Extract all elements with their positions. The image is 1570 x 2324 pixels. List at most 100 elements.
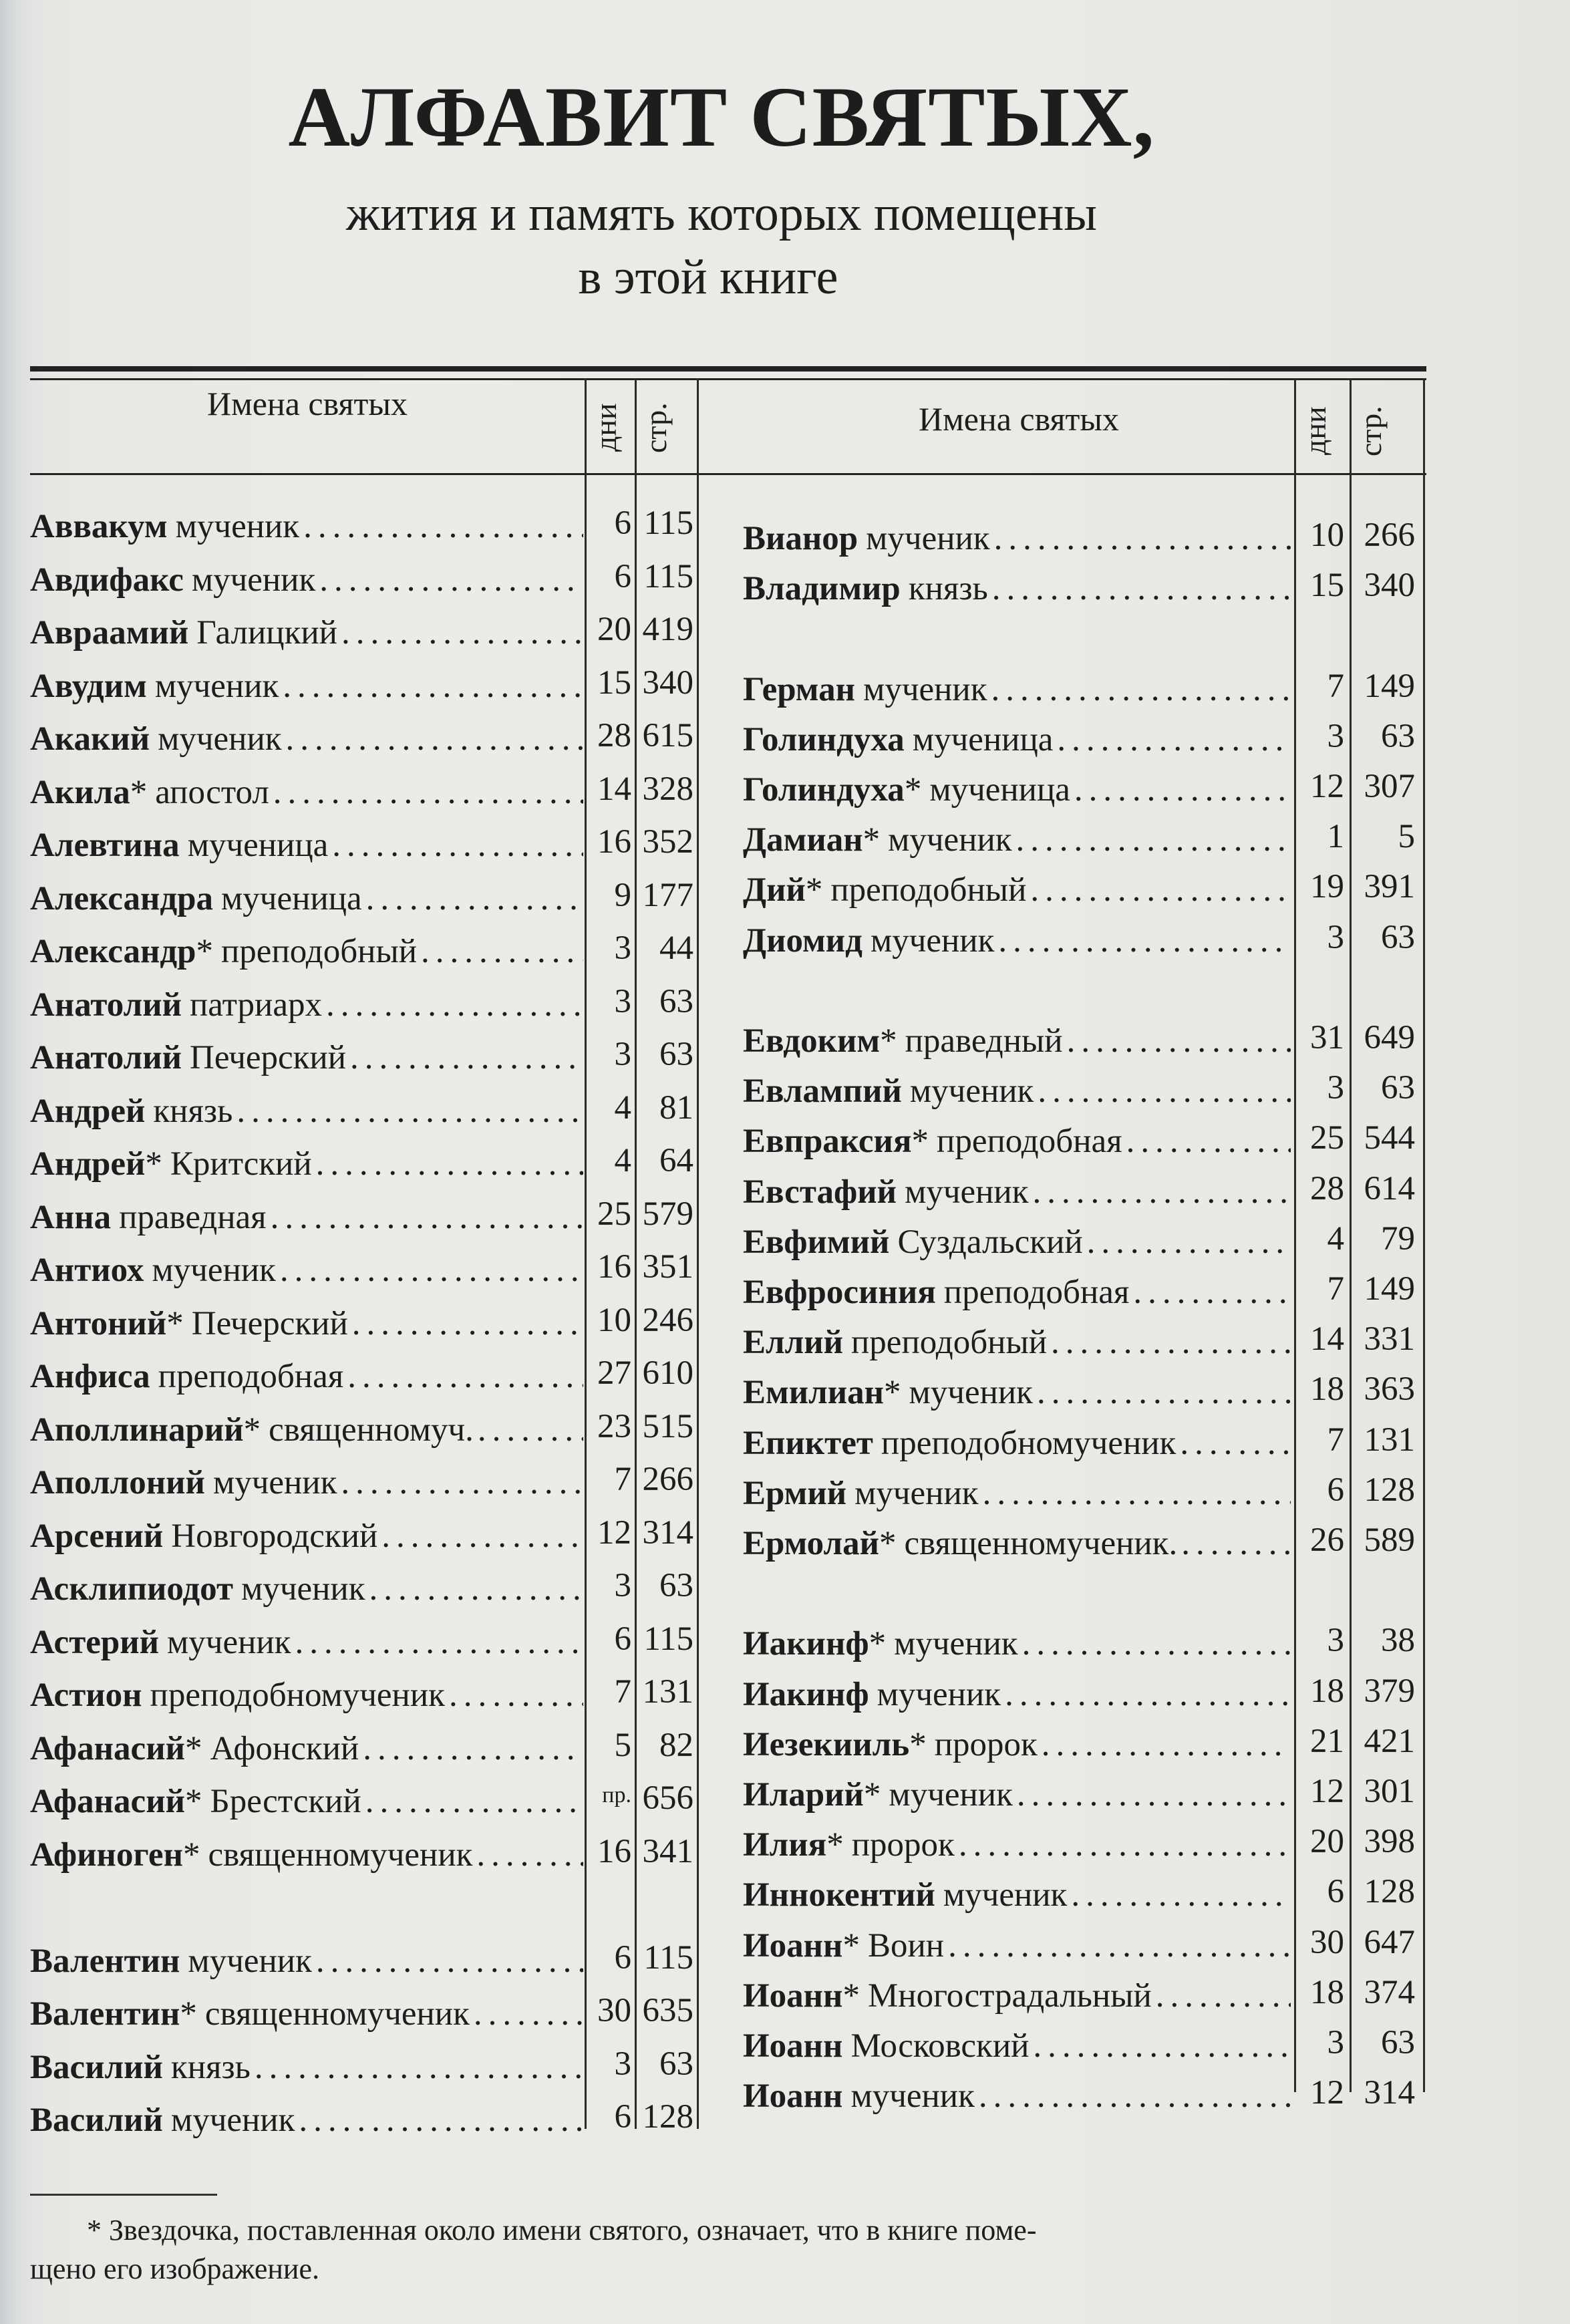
page-number: 352	[642, 823, 694, 861]
saint-entry: Иакинф*мученик..........................…	[743, 1618, 1291, 1669]
day-number: 4	[1327, 1219, 1345, 1258]
saint-title: мученик	[894, 1625, 1018, 1663]
saint-entry: Асклипиодотмученик......................…	[30, 1564, 583, 1614]
saint-title: мученик	[170, 2101, 295, 2139]
saint-title: Печерский	[191, 1304, 348, 1342]
saint-name: Астерий	[30, 1623, 160, 1661]
saint-name: Александр	[30, 933, 196, 970]
saint-entry: ЕвфимийСуздальский......................…	[743, 1217, 1291, 1268]
saint-name: Арсений	[30, 1517, 164, 1555]
day-number: 3	[614, 982, 632, 1020]
saint-title: священномученик	[204, 1995, 470, 2033]
illustration-asterisk: *	[166, 1304, 184, 1342]
dot-leader: ........................................…	[476, 1836, 583, 1874]
page-number: 419	[642, 611, 694, 648]
day-number: 25	[1310, 1119, 1344, 1157]
saint-name: Илия	[743, 1826, 827, 1864]
day-number: 19	[1310, 868, 1344, 906]
page-number: 544	[1364, 1119, 1416, 1157]
dot-leader: ........................................…	[237, 1092, 583, 1130]
page-number: 647	[1364, 1923, 1416, 1961]
day-number: 12	[1310, 768, 1344, 805]
saint-entry: Иларий*мученик..........................…	[743, 1769, 1291, 1820]
day-number: 28	[1310, 1169, 1344, 1207]
saint-entry: Антиохмученик...........................…	[30, 1245, 583, 1296]
saint-title: мученик	[212, 1464, 337, 1501]
dot-leader: ........................................…	[365, 879, 583, 917]
page-number: 391	[1364, 868, 1416, 906]
day-number: 4	[614, 1142, 632, 1179]
day-number: 26	[1310, 1521, 1344, 1559]
left-header-page: стр.	[639, 402, 673, 453]
page-number: 656	[642, 1779, 694, 1817]
illustration-asterisk: *	[243, 1411, 261, 1449]
dot-leader: ........................................…	[1036, 1374, 1291, 1412]
illustration-asterisk: *	[869, 1625, 887, 1663]
day-number: 3	[1327, 1069, 1345, 1107]
dot-leader: ........................................…	[1181, 1525, 1291, 1562]
saint-entry: Емилиан*мученик.........................…	[743, 1367, 1291, 1418]
saint-entry: Иоанн*Многострадальный..................…	[743, 1971, 1291, 2021]
dot-leader: ........................................…	[332, 827, 583, 864]
saint-name: Евфимий	[743, 1223, 890, 1261]
saint-name: Авраамий	[30, 614, 189, 651]
saint-name: Емилиан	[743, 1374, 885, 1412]
dot-leader: ........................................…	[283, 667, 583, 705]
day-number: 3	[1327, 717, 1345, 755]
page-number: 340	[1364, 567, 1416, 605]
left-header-days: дни	[589, 403, 623, 452]
saint-name: Евлампий	[743, 1072, 902, 1111]
dot-leader: ........................................…	[319, 561, 583, 599]
day-number: 6	[614, 1620, 632, 1658]
day-number: 3	[1327, 1622, 1345, 1660]
left-header-names: Имена святых	[207, 385, 408, 422]
dot-leader: ........................................…	[285, 720, 583, 758]
saint-title: апостол	[155, 773, 269, 811]
day-number: 16	[597, 1248, 631, 1286]
saint-name: Анатолий	[30, 1039, 182, 1076]
footnote-rule	[30, 2194, 217, 2196]
saint-entry: Иоаннмученик............................…	[743, 2071, 1291, 2122]
illustration-asterisk: *	[842, 1926, 860, 1965]
page-number: 149	[1364, 1270, 1416, 1308]
page-number: 649	[1364, 1019, 1416, 1056]
page-number: 266	[642, 1461, 694, 1498]
page-number: 128	[1364, 1873, 1416, 1911]
saint-entry: Евлампиймученик.........................…	[743, 1066, 1291, 1117]
saint-title: пророк	[851, 1826, 955, 1864]
day-number: 12	[1310, 2074, 1344, 2112]
saint-name: Ермолай	[743, 1525, 879, 1562]
saint-name: Антиох	[30, 1252, 144, 1289]
dot-leader: ........................................…	[1038, 1072, 1291, 1111]
saint-title: преподобная	[943, 1274, 1130, 1311]
saint-entry: Иоанн*Воин..............................…	[743, 1920, 1291, 1971]
saint-title: Галицкий	[196, 614, 337, 651]
page-number: 115	[643, 1938, 693, 1977]
saint-entry: Германмученик...........................…	[743, 664, 1291, 715]
dot-leader: ........................................…	[341, 614, 583, 651]
saint-title: мученик	[888, 821, 1012, 859]
saint-title: мученик	[850, 2077, 975, 2116]
saint-name: Иезекииль	[743, 1725, 910, 1763]
page-number: 341	[642, 1832, 694, 1870]
page-number: 81	[659, 1088, 693, 1127]
dot-leader: ........................................…	[1071, 1876, 1291, 1914]
saint-entry: Епиктетпреподобномученик................…	[743, 1418, 1291, 1469]
saint-entry: Аннаправедная...........................…	[30, 1192, 583, 1243]
illustration-asterisk: *	[862, 821, 881, 859]
saint-title: князь	[170, 2048, 251, 2086]
saint-title: князь	[908, 570, 988, 608]
saint-entry: Владимиркнязь...........................…	[743, 563, 1291, 614]
day-number: 30	[597, 1992, 631, 2029]
saint-entry: Аполлинарий*священномуч.................…	[30, 1405, 583, 1455]
table-header-bottom-rule	[30, 473, 1426, 475]
page-number: 63	[659, 1036, 693, 1073]
saint-entry: Акила*апостол...........................…	[30, 767, 583, 818]
saint-title: Афонский	[210, 1729, 359, 1767]
saint-title: священномуч.	[269, 1411, 474, 1449]
illustration-asterisk: *	[184, 1729, 202, 1767]
page-number: 635	[642, 1992, 694, 2029]
saint-entry: Афанасий*Брестский......................…	[30, 1776, 583, 1827]
page-number: 63	[1381, 918, 1415, 956]
page-number: 615	[642, 717, 694, 754]
